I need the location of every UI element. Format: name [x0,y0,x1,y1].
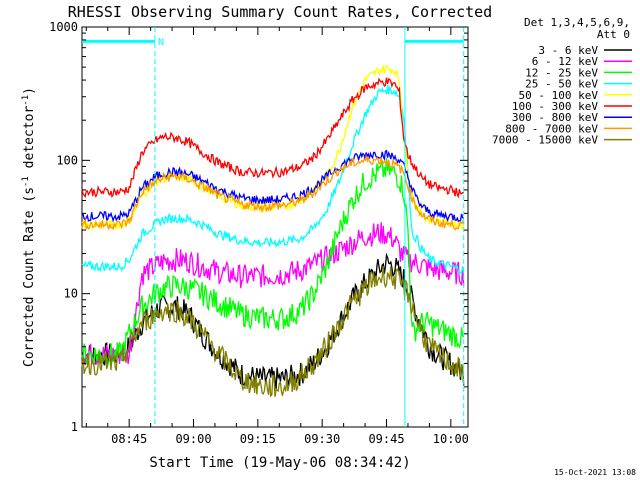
y-axis-label-main: Corrected Count Rate (s [22,187,37,367]
x-tick-label: 09:15 [240,432,276,446]
marker-layer [82,27,465,427]
series-line [81,266,465,398]
legend-label: 100 - 300 keV [512,100,598,113]
y-tick-label: 10 [64,287,78,301]
series-line [81,153,465,231]
x-tick-label: 09:45 [368,432,404,446]
x-tick-label: 09:00 [175,432,211,446]
y-axis-label-exp2: -1 [21,95,31,106]
axis-layer: 1 10 100 1000 08:45 09:00 09:15 09:30 09:45 10:00 [49,20,469,446]
series-line [81,77,464,199]
legend-header-line2: Att 0 [597,28,630,41]
night-marker: N [158,37,164,48]
legend-label: 7000 - 15000 keV [492,134,598,147]
series-line [81,158,465,369]
y-tick-label: 1000 [49,20,78,34]
x-tick-label: 09:30 [304,432,340,446]
y-axis-label: Corrected Count Rate (s-1 detector-1) [21,87,37,367]
series-line [81,222,465,367]
legend-label: 300 - 800 keV [512,111,598,124]
timestamp: 15-Oct-2021 13:08 [554,468,636,477]
y-tick-label: 100 [56,153,78,167]
legend-label: 25 - 50 keV [525,78,598,91]
y-axis-label-mid: detector [22,106,37,177]
legend-label: 50 - 100 keV [519,89,599,102]
x-tick-label: 10:00 [433,432,469,446]
y-axis-label-end: ) [22,87,37,95]
series-layer [81,64,465,398]
legend-label: 6 - 12 keV [532,55,599,68]
legend-header-line1: Det 1,3,4,5,6,9, [524,16,630,29]
x-tick-label: 08:45 [111,432,147,446]
chart-title: RHESSI Observing Summary Count Rates, Co… [68,3,492,21]
y-axis-label-exp1: -1 [21,176,31,187]
legend-label: 800 - 7000 keV [505,122,598,135]
y-tick-label: 1 [71,420,78,434]
legend-label: 12 - 25 keV [525,66,598,79]
legend-label: 3 - 6 keV [538,44,598,57]
x-axis-label: Start Time (19-May-06 08:34:42) [149,455,410,471]
